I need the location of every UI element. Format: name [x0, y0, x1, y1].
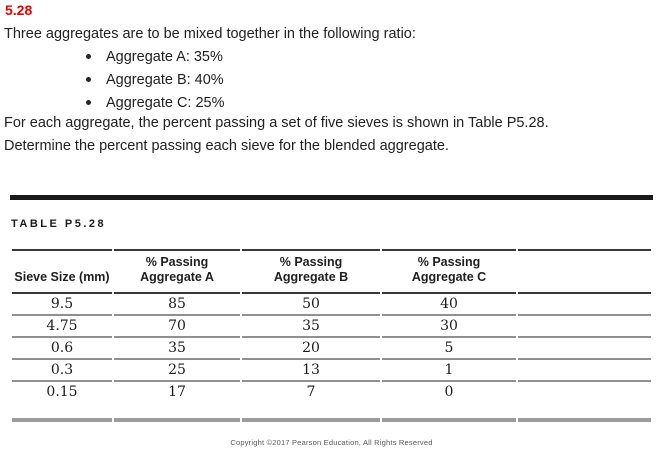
cell-passing-b: 7	[242, 382, 380, 422]
col-header-filler	[518, 249, 651, 294]
cell-passing-c: 0	[382, 382, 516, 422]
cell-passing-a: 35	[114, 338, 240, 360]
cell-passing-c: 40	[382, 294, 516, 316]
problem-number: 5.28	[5, 2, 33, 18]
table-title: TABLE P5.28	[11, 218, 107, 230]
problem-body-line: Determine the percent passing each sieve…	[4, 138, 449, 154]
cell-passing-c: 1	[382, 360, 516, 382]
problem-body-line: For each aggregate, the percent passing …	[4, 115, 549, 131]
problem-body: For each aggregate, the percent passing …	[4, 112, 549, 158]
header-line: Aggregate B	[273, 270, 349, 284]
copyright-notice: Copyright ©2017 Pearson Education, All R…	[230, 438, 433, 447]
cell-passing-c: 30	[382, 316, 516, 338]
problem-intro: Three aggregates are to be mixed togethe…	[4, 26, 416, 42]
list-item-text: Aggregate C: 25%	[106, 94, 225, 111]
cell-sieve-size: 4.75	[12, 316, 112, 338]
cell-passing-b: 35	[242, 316, 380, 338]
col-header-aggregate-c: % Passing Aggregate C	[382, 249, 516, 294]
cell-passing-a: 70	[114, 316, 240, 338]
header-line: Aggregate A	[140, 270, 214, 284]
bullet-icon	[86, 54, 91, 59]
table-row: 9.5 85 50 40	[12, 294, 651, 316]
list-item: Aggregate C: 25%	[86, 91, 225, 114]
header-line: % Passing	[417, 255, 481, 269]
table-row: 0.3 25 13 1	[12, 360, 651, 382]
header-line: % Passing	[145, 255, 209, 269]
cell-sieve-size: 0.15	[12, 382, 112, 422]
cell-passing-b: 50	[242, 294, 380, 316]
list-item-text: Aggregate B: 40%	[106, 71, 224, 88]
bullet-icon	[86, 100, 91, 105]
header-line: Sieve Size (mm)	[14, 270, 110, 284]
cell-passing-b: 20	[242, 338, 380, 360]
cell-passing-a: 25	[114, 360, 240, 382]
cell-passing-c: 5	[382, 338, 516, 360]
table-row: 4.75 70 35 30	[12, 316, 651, 338]
ratio-list: Aggregate A: 35% Aggregate B: 40% Aggreg…	[86, 45, 225, 114]
cell-filler	[518, 338, 651, 360]
col-header-aggregate-a: % Passing Aggregate A	[114, 249, 240, 294]
cell-passing-a: 85	[114, 294, 240, 316]
table-header-row: Sieve Size (mm) % Passing Aggregate A % …	[12, 249, 651, 294]
cell-filler	[518, 316, 651, 338]
bullet-icon	[86, 77, 91, 82]
cell-sieve-size: 0.6	[12, 338, 112, 360]
list-item: Aggregate A: 35%	[86, 45, 225, 68]
cell-filler	[518, 294, 651, 316]
cell-sieve-size: 9.5	[12, 294, 112, 316]
header-line: % Passing	[279, 255, 343, 269]
list-item-text: Aggregate A: 35%	[106, 48, 223, 65]
cell-filler	[518, 360, 651, 382]
cell-filler	[518, 382, 651, 422]
table-row: 0.15 17 7 0	[12, 382, 651, 422]
list-item: Aggregate B: 40%	[86, 68, 225, 91]
col-header-sieve-size: Sieve Size (mm)	[12, 249, 112, 294]
header-line: Aggregate C	[411, 270, 487, 284]
cell-sieve-size: 0.3	[12, 360, 112, 382]
col-header-aggregate-b: % Passing Aggregate B	[242, 249, 380, 294]
cell-passing-a: 17	[114, 382, 240, 422]
section-divider	[10, 195, 653, 200]
table-row: 0.6 35 20 5	[12, 338, 651, 360]
cell-passing-b: 13	[242, 360, 380, 382]
sieve-table: Sieve Size (mm) % Passing Aggregate A % …	[10, 249, 653, 422]
